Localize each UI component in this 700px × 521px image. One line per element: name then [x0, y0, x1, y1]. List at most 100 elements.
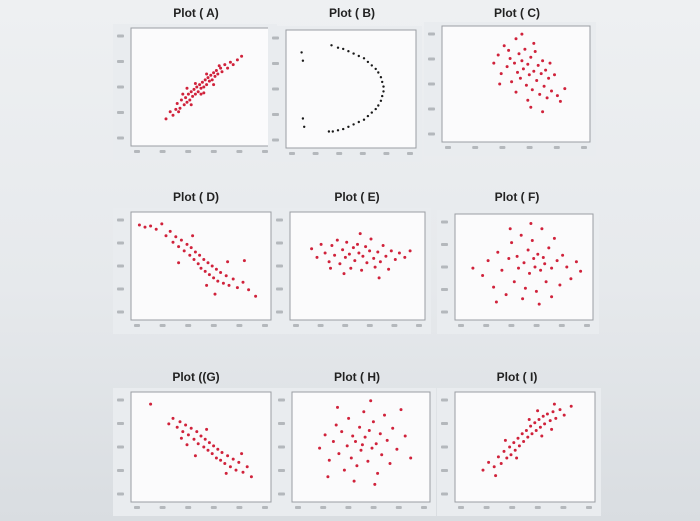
point-b-16: [381, 80, 384, 84]
point-d-32: [231, 277, 235, 281]
point-i-26: [548, 419, 552, 423]
point-e-32: [393, 258, 397, 261]
x-tick-i-4: [560, 506, 567, 509]
point-e-14: [351, 246, 355, 250]
x-tick-b-2: [336, 152, 343, 155]
point-g-7: [186, 433, 190, 437]
point-f-2: [486, 259, 490, 263]
point-g-23: [223, 462, 227, 465]
point-h-39: [360, 443, 364, 447]
point-b-11: [366, 60, 370, 64]
point-e-3: [323, 251, 327, 255]
x-tick-g-2: [185, 506, 192, 509]
point-e-36: [358, 232, 362, 236]
point-h-6: [340, 430, 344, 434]
point-d-4: [160, 222, 164, 226]
point-h-20: [370, 446, 374, 450]
point-a-20: [200, 80, 204, 84]
point-a-44: [199, 92, 203, 96]
point-d-40: [177, 261, 181, 265]
y-tick-c-3: [428, 107, 435, 111]
point-a-14: [192, 87, 196, 91]
point-c-40: [563, 87, 567, 91]
y-tick-i-3: [441, 469, 448, 472]
plot-h-frame: [291, 391, 431, 503]
point-g-4: [178, 420, 182, 424]
point-a-6: [179, 98, 183, 102]
point-a-45: [205, 72, 209, 76]
point-h-3: [331, 440, 335, 443]
point-i-21: [537, 418, 541, 421]
point-c-35: [514, 90, 518, 94]
point-d-11: [182, 249, 186, 253]
x-tick-e-3: [366, 324, 373, 327]
point-e-29: [384, 254, 388, 258]
point-h-2: [327, 458, 331, 462]
point-a-1: [168, 110, 172, 114]
point-f-8: [510, 241, 514, 245]
point-c-18: [529, 55, 533, 59]
point-h-26: [383, 413, 386, 417]
point-f-19: [534, 289, 538, 293]
point-c-5: [508, 57, 512, 60]
point-e-27: [378, 260, 382, 264]
point-d-18: [198, 253, 202, 257]
point-g-21: [219, 458, 223, 462]
point-b-22: [374, 107, 377, 111]
point-a-29: [213, 74, 217, 78]
point-a-26: [209, 73, 213, 77]
y-tick-c-1: [428, 57, 435, 61]
x-tick-h-4: [395, 506, 402, 509]
point-g-32: [185, 443, 189, 447]
plot-h: [274, 388, 436, 516]
point-c-23: [536, 63, 540, 67]
point-g-8: [189, 426, 193, 430]
y-tick-b-1: [272, 62, 279, 65]
point-d-42: [213, 292, 217, 296]
plot-c-frame: [441, 25, 591, 143]
point-d-5: [164, 234, 168, 238]
point-i-8: [509, 453, 513, 457]
point-e-28: [381, 244, 385, 247]
x-tick-f-1: [483, 324, 490, 327]
point-a-42: [189, 103, 193, 107]
point-a-43: [193, 82, 197, 85]
point-f-16: [528, 271, 531, 275]
plot-d: [113, 208, 277, 334]
point-h-18: [366, 459, 370, 463]
point-a-11: [188, 98, 192, 102]
point-g-25: [228, 465, 232, 469]
point-b-32: [327, 130, 331, 133]
point-h-17: [363, 435, 367, 439]
point-b-7: [347, 50, 350, 53]
y-tick-i-0: [441, 398, 448, 402]
point-i-32: [515, 456, 519, 460]
point-c-38: [526, 98, 530, 102]
plot-e-title: Plot ( E): [334, 190, 380, 204]
point-c-32: [553, 73, 556, 77]
point-d-30: [224, 274, 228, 278]
point-c-28: [544, 68, 548, 72]
point-d-14: [189, 246, 193, 250]
point-i-2: [492, 465, 496, 469]
point-g-15: [206, 448, 210, 452]
point-b-12: [370, 64, 373, 67]
x-tick-c-2: [499, 146, 506, 149]
point-d-3: [154, 227, 158, 231]
point-e-1: [315, 255, 319, 259]
point-e-15: [353, 259, 357, 263]
point-a-41: [181, 92, 185, 96]
point-d-36: [254, 294, 258, 298]
point-d-26: [214, 267, 218, 271]
point-e-4: [327, 260, 331, 264]
y-tick-f-3: [441, 288, 448, 291]
point-c-10: [517, 52, 521, 56]
x-tick-f-2: [508, 324, 515, 327]
point-b-8: [352, 52, 355, 55]
point-f-24: [544, 280, 548, 284]
y-tick-e-1: [276, 241, 283, 245]
point-g-5: [181, 430, 185, 434]
point-i-0: [481, 468, 485, 472]
x-tick-g-4: [236, 506, 243, 509]
